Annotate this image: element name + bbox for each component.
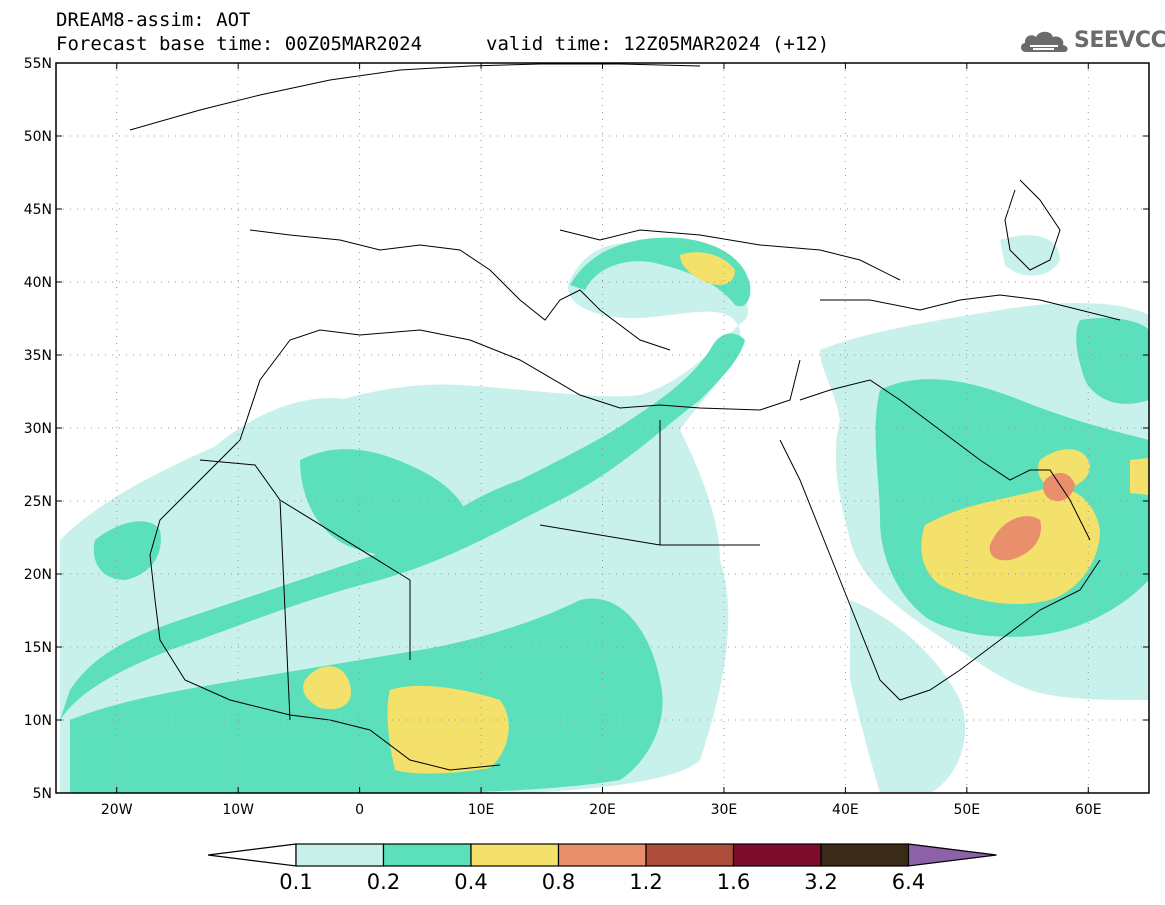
colorbar-label: 0.2	[367, 870, 400, 894]
aot-region-east-light	[1000, 235, 1060, 276]
coastlines	[129, 63, 1121, 771]
colorbar-swatch	[295, 843, 385, 867]
valid-time: valid time: 12Z05MAR2024 (+12)	[486, 33, 830, 55]
aot-region-gulf-guinea	[70, 598, 663, 793]
seevccc-logo: SEEVCCC	[1018, 26, 1165, 56]
colorbar-low-arrow	[207, 843, 297, 867]
lat-tick-label: 40N	[24, 275, 52, 291]
aot-region-horn-light	[850, 600, 966, 793]
lat-tick-label: 5N	[33, 786, 52, 802]
aot-region-nigeria-yellow	[387, 685, 509, 774]
colorbar-swatch	[470, 843, 560, 867]
colorbar-label: 0.8	[542, 870, 575, 894]
aot-region-central-sahara	[300, 449, 468, 557]
colorbar-label: 0.4	[454, 870, 487, 894]
aot-region-ghana-yellow	[303, 666, 351, 710]
colorbar-label: 1.2	[629, 870, 662, 894]
colorbar-swatch	[382, 843, 472, 867]
lon-tick-label: 0	[355, 802, 364, 818]
lon-tick-label: 20W	[101, 802, 133, 818]
colorbar-swatch	[557, 843, 647, 867]
lat-tick-label: 20N	[24, 567, 52, 583]
lat-tick-label: 55N	[24, 56, 52, 72]
lat-tick-label: 50N	[24, 129, 52, 145]
logo-text: SEEVCCC	[1074, 28, 1165, 53]
lon-tick-label: 60E	[1075, 802, 1102, 818]
aot-region-sahel-band	[60, 333, 745, 720]
aot-region-west-coast	[93, 521, 161, 580]
forecast-base-time: Forecast base time: 00Z05MAR2024	[56, 33, 423, 55]
colorbar-label: 0.1	[279, 870, 312, 894]
lon-tick-label: 10W	[222, 802, 254, 818]
gridlines	[56, 63, 1149, 793]
longitude-axis: 20W 10W 0 10E 20E 30E 40E 50E 60E	[101, 63, 1102, 818]
colorbar-high-arrow	[907, 843, 997, 867]
lon-tick-label: 10E	[468, 802, 495, 818]
lon-tick-label: 30E	[711, 802, 738, 818]
aot-region-turkey-yellow	[680, 252, 735, 285]
aot-region-east-yellow	[1130, 458, 1149, 495]
aot-region-oman-orange	[989, 516, 1041, 561]
aot-region-iran	[1076, 318, 1149, 404]
colorbar-label: 6.4	[892, 870, 925, 894]
lat-tick-label: 10N	[24, 713, 52, 729]
colorbar-swatch	[732, 843, 822, 867]
colorbar-label: 1.6	[717, 870, 750, 894]
colorbar: 0.1 0.2 0.4 0.8 1.2 1.6 3.2 6.4	[207, 843, 997, 894]
latitude-axis: 5N 10N 15N 20N 25N 30N 35N 40N 45N 50N 55N	[24, 56, 1149, 802]
lat-tick-label: 30N	[24, 421, 52, 437]
colorbar-label: 3.2	[804, 870, 837, 894]
lat-tick-label: 35N	[24, 348, 52, 364]
lat-tick-label: 25N	[24, 494, 52, 510]
aot-field	[60, 235, 1149, 793]
colorbar-swatch	[645, 843, 735, 867]
aot-region-uae-orange	[1043, 473, 1075, 502]
lat-tick-label: 15N	[24, 640, 52, 656]
lon-tick-label: 50E	[953, 802, 980, 818]
cloud-icon	[1020, 31, 1068, 52]
map-title: DREAM8-assim: AOT	[56, 9, 251, 31]
lon-tick-label: 20E	[589, 802, 616, 818]
lon-tick-label: 40E	[832, 802, 859, 818]
lat-tick-label: 45N	[24, 202, 52, 218]
colorbar-swatch	[820, 843, 910, 867]
